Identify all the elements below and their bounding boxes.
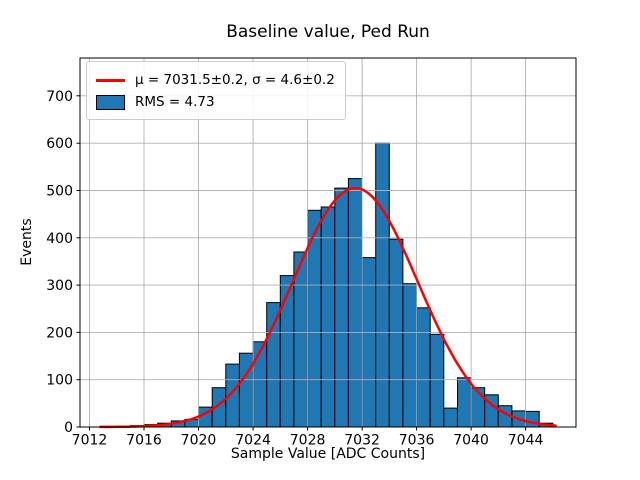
y-axis-label: Events xyxy=(19,218,35,266)
chart-title: Baseline value, Ped Run xyxy=(226,22,430,42)
histogram-bar xyxy=(388,238,404,428)
histogram-bar xyxy=(457,377,472,428)
histogram-bar xyxy=(238,352,254,428)
y-tick-label: 300 xyxy=(46,278,73,294)
y-tick-label: 100 xyxy=(46,373,73,389)
x-axis-label: Sample Value [ADC Counts] xyxy=(230,446,426,462)
histogram-bar xyxy=(334,187,349,428)
legend-entry-fit: μ = 7031.5±0.2, σ = 4.6±0.2 xyxy=(96,69,335,91)
histogram-bar xyxy=(402,283,417,428)
x-tick-label: 7016 xyxy=(126,433,162,449)
y-tick-label: 700 xyxy=(46,89,73,105)
x-tick-label: 7036 xyxy=(399,433,435,449)
x-tick-label: 7020 xyxy=(181,433,217,449)
histogram-bar xyxy=(361,257,377,428)
x-tick-label: 7032 xyxy=(344,433,380,449)
histogram-bar xyxy=(279,275,295,428)
histogram-bar xyxy=(320,206,336,428)
histogram-bar xyxy=(252,341,268,428)
y-tick-label: 600 xyxy=(46,136,73,152)
histogram-bar xyxy=(347,178,363,428)
x-tick-label: 7024 xyxy=(235,433,271,449)
y-tick-label: 0 xyxy=(64,420,73,436)
histogram-bar xyxy=(429,333,445,428)
legend-fit-label: μ = 7031.5±0.2, σ = 4.6±0.2 xyxy=(135,72,335,88)
y-tick-label: 500 xyxy=(46,184,73,200)
legend-entry-hist: RMS = 4.73 xyxy=(96,91,335,113)
y-tick-label: 400 xyxy=(46,231,73,247)
x-tick-label: 7028 xyxy=(290,433,326,449)
histogram-bar xyxy=(470,387,486,428)
y-tick-label: 200 xyxy=(46,325,73,341)
histogram-bar xyxy=(266,302,281,428)
histogram-bar xyxy=(416,307,431,428)
gaussian-fit-curve xyxy=(99,186,557,429)
legend-hist-label: RMS = 4.73 xyxy=(135,94,215,110)
x-tick-label: 7044 xyxy=(508,433,544,449)
legend-hist-patch-swatch xyxy=(96,94,125,110)
histogram-bar xyxy=(443,407,458,428)
legend: μ = 7031.5±0.2, σ = 4.6±0.2 RMS = 4.73 xyxy=(86,61,346,120)
legend-fit-line-swatch xyxy=(96,78,125,82)
x-tick-label: 7040 xyxy=(453,433,489,449)
x-tick-label: 7012 xyxy=(72,433,108,449)
histogram-bar xyxy=(293,251,308,428)
axes-frame xyxy=(79,57,577,428)
